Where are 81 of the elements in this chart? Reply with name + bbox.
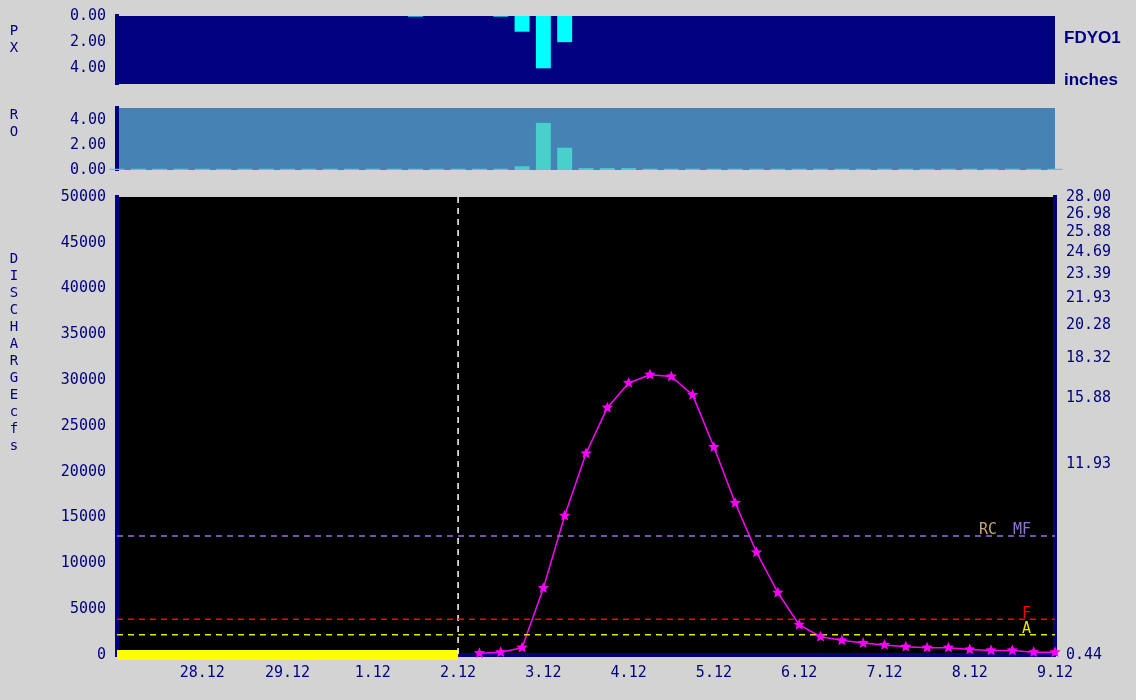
- point: [878, 638, 891, 650]
- point: [900, 640, 912, 652]
- x-tick-label: 29.12: [264, 662, 311, 681]
- ref-line-label: A: [1021, 619, 1031, 638]
- text: FDYO1: [1064, 28, 1121, 48]
- y-tick-label: 2.00: [69, 135, 106, 154]
- y-tick-label: 2.00: [69, 32, 106, 51]
- point: [1006, 644, 1019, 656]
- y2-tick-label: 25.88: [1066, 222, 1112, 241]
- y2-tick-label: 28.00: [1066, 186, 1112, 205]
- x-tick-label: 2.12: [440, 662, 477, 681]
- y2-tick-label: 18.32: [1066, 347, 1112, 366]
- bar: [514, 166, 530, 170]
- point: [772, 586, 784, 598]
- point: [537, 582, 550, 593]
- y-tick-label: 0.00: [69, 5, 106, 24]
- point: [985, 644, 997, 656]
- ref-line-label: MF: [1012, 520, 1031, 539]
- bar: [535, 122, 551, 170]
- bar: [514, 16, 530, 32]
- point: [793, 618, 805, 630]
- bar: [535, 16, 551, 69]
- y-axis-title: RO: [8, 106, 20, 140]
- bar: [557, 16, 573, 43]
- x-tick-label: 7.12: [866, 662, 903, 681]
- point: [580, 447, 592, 459]
- point: [665, 370, 677, 382]
- y-tick-label: 5000: [69, 599, 106, 618]
- text: inches: [1064, 70, 1118, 90]
- point: [814, 630, 827, 642]
- y2-tick-label: 23.39: [1066, 263, 1112, 282]
- y2-tick-label: 24.69: [1066, 241, 1112, 260]
- point: [836, 634, 848, 646]
- x-tick-label: 8.12: [951, 662, 988, 681]
- point: [729, 496, 741, 508]
- y2-tick-label: 15.88: [1066, 388, 1112, 407]
- x-tick-label: 9.12: [1036, 662, 1074, 681]
- point: [857, 637, 869, 648]
- text: DISCHARGE cfs: [9, 250, 19, 453]
- y-tick-label: 25000: [60, 415, 106, 434]
- point: [495, 646, 507, 658]
- point: [921, 641, 933, 653]
- y-tick-label: 4.00: [69, 110, 106, 129]
- y2-tick-label: 20.28: [1066, 315, 1112, 334]
- ref-line-label: F: [1021, 603, 1031, 622]
- y-tick-label: 15000: [60, 507, 106, 526]
- y-tick-label: 40000: [60, 278, 106, 297]
- y-tick-label: 20000: [60, 461, 106, 480]
- y-tick-label: 50000: [60, 186, 106, 205]
- point: [516, 641, 528, 653]
- y2-tick-label: 26.98: [1066, 203, 1112, 222]
- point: [558, 509, 571, 521]
- y-axis-title: PX: [8, 22, 20, 56]
- y-tick-label: 0: [96, 644, 106, 663]
- y2-tick-label: 0.44: [1066, 644, 1103, 663]
- x-tick-label: 4.12: [610, 662, 647, 681]
- x-tick-label: 3.12: [525, 662, 562, 681]
- point: [1027, 646, 1040, 658]
- point: [1049, 646, 1061, 658]
- y2-tick-label: 11.93: [1066, 453, 1112, 472]
- y-tick-label: 4.00: [69, 58, 106, 77]
- point: [708, 441, 720, 452]
- x-tick-label: 1.12: [354, 662, 391, 681]
- bar: [557, 147, 573, 170]
- y2-tick-label: 21.93: [1066, 287, 1112, 306]
- y-tick-label: 45000: [60, 232, 106, 251]
- point: [622, 376, 635, 388]
- y-tick-label: 35000: [60, 324, 106, 343]
- point: [473, 647, 486, 659]
- point: [964, 643, 976, 655]
- point: [942, 641, 955, 653]
- x-tick-label: 28.12: [179, 662, 225, 681]
- point: [644, 368, 656, 380]
- y-tick-label: 0.00: [69, 159, 106, 178]
- annotation: RC: [978, 520, 997, 539]
- point: [750, 546, 763, 558]
- x-tick-label: 5.12: [695, 662, 732, 681]
- x-tick-label: 6.12: [781, 662, 818, 681]
- y-tick-label: 30000: [60, 370, 106, 389]
- point: [686, 388, 699, 400]
- y-tick-label: 10000: [60, 553, 106, 572]
